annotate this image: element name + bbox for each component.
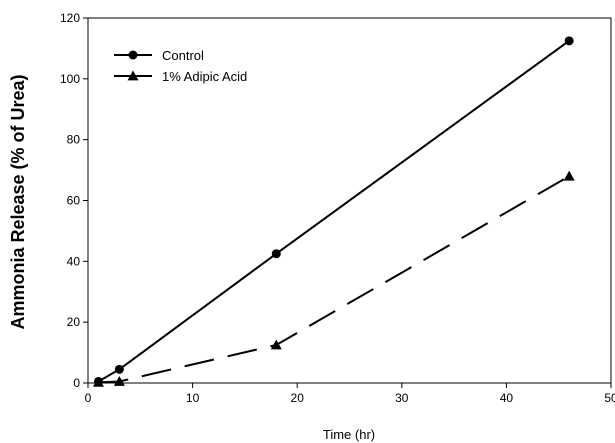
- series-line: [97, 40, 570, 383]
- series-adipic-acid: [92, 170, 575, 387]
- y-tick-label: 40: [67, 254, 81, 268]
- data-point: [270, 339, 282, 350]
- series-control: [93, 36, 574, 386]
- x-tick-label: 20: [291, 391, 305, 405]
- legend-marker: [127, 70, 139, 81]
- data-point: [114, 364, 124, 374]
- legend-label: Control: [162, 48, 204, 63]
- y-tick-label: 0: [73, 376, 80, 390]
- x-tick-label: 30: [395, 391, 409, 405]
- x-tick-label: 40: [500, 391, 514, 405]
- series-layer: [92, 36, 575, 387]
- data-point: [271, 249, 281, 259]
- series-line: [98, 175, 570, 384]
- legend: Control 1% Adipic Acid: [114, 48, 247, 84]
- data-point: [564, 36, 574, 46]
- y-tick-label: 80: [67, 133, 81, 147]
- x-tick-label: 50: [604, 391, 615, 405]
- y-tick-label: 60: [67, 194, 81, 208]
- y-tick-label: 120: [60, 11, 80, 25]
- y-tick-label: 100: [60, 72, 80, 86]
- y-tick-label: 20: [67, 315, 81, 329]
- x-tick-label: 10: [186, 391, 200, 405]
- legend-label: 1% Adipic Acid: [162, 69, 247, 84]
- x-tick-label: 0: [85, 391, 92, 405]
- axes: 0 20 40 60 80 100 120 0 10 20 30 40 50: [60, 11, 615, 405]
- data-point: [113, 375, 125, 386]
- x-axis-title: Time (hr): [323, 427, 375, 442]
- data-point: [563, 170, 575, 181]
- legend-marker: [128, 50, 138, 60]
- data-point: [92, 376, 104, 387]
- y-axis-title: Ammonia Release (% of Urea): [8, 74, 28, 329]
